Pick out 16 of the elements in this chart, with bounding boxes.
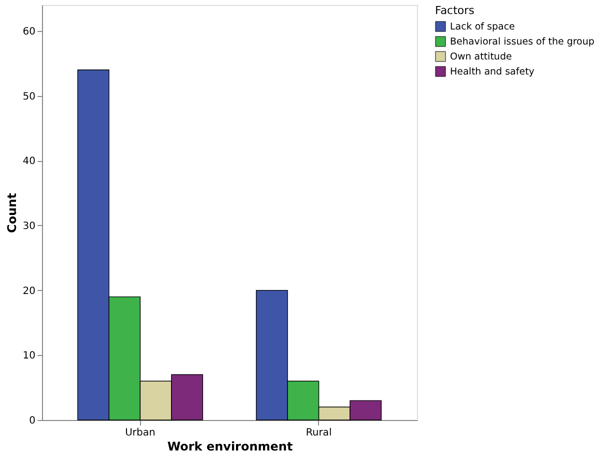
y-tick-label: 0	[29, 416, 36, 426]
legend-label: Own attitude	[450, 52, 512, 62]
x-tick-label: Urban	[125, 428, 156, 438]
legend-title: Factors	[435, 4, 475, 17]
legend-label: Behavioral issues of the group	[450, 36, 594, 48]
x-tick-label: Rural	[306, 428, 332, 438]
y-tick-label: 10	[22, 350, 36, 362]
x-axis-title: Work environment	[167, 440, 293, 454]
y-axis-title: Count	[4, 192, 19, 233]
y-tick-label: 50	[22, 91, 36, 102]
y-tick-label: 60	[22, 26, 36, 38]
y-tick-label: 30	[22, 220, 36, 232]
y-tick-label: 20	[22, 286, 36, 297]
legend-label: Health and safety	[450, 66, 535, 78]
y-tick-label: 40	[22, 156, 36, 168]
legend-label: Lack of space	[450, 22, 516, 32]
